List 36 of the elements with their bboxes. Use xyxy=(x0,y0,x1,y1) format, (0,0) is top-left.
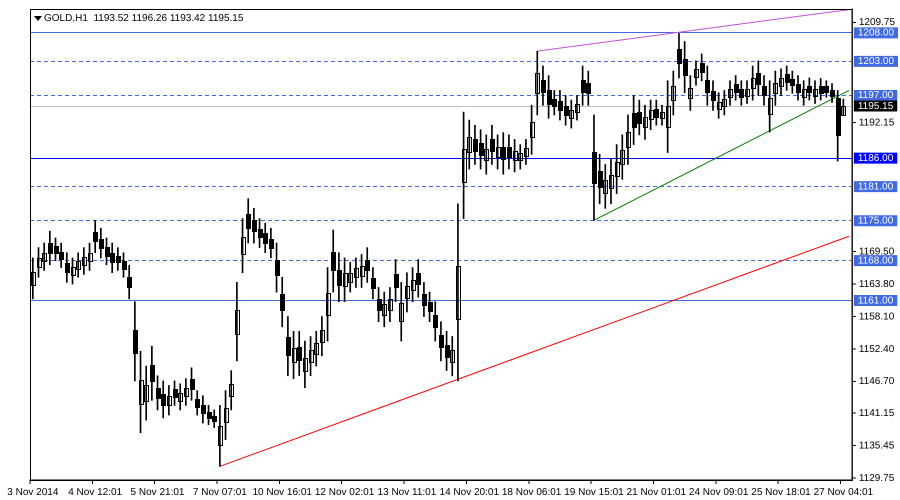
y-tick-label: 1169.50 xyxy=(858,246,895,258)
y-tick-label: 1129.75 xyxy=(858,472,895,484)
ref-line-label: 1161.00 xyxy=(858,295,894,306)
y-tick-label: 1135.45 xyxy=(858,440,895,452)
x-tick-label: 12 Nov 02:01 xyxy=(314,486,375,498)
x-tick-label: 10 Nov 16:01 xyxy=(252,486,312,498)
x-tick-label: 3 Nov 2014 xyxy=(7,486,59,498)
ref-line-label: 1181.00 xyxy=(858,181,894,192)
x-tick-label: 19 Nov 15:01 xyxy=(564,486,624,498)
y-tick-label: 1141.15 xyxy=(858,408,895,419)
ref-line-label: 1203.00 xyxy=(858,56,894,68)
y-tick-label: 1158.10 xyxy=(858,311,895,322)
ref-line-label: 1197.00 xyxy=(858,90,894,102)
x-tick-label: 27 Nov 04:01 xyxy=(814,486,874,498)
y-tick-label: 1163.80 xyxy=(858,278,895,290)
ref-line-label: 1175.00 xyxy=(858,216,894,227)
x-tick-label: 24 Nov 09:01 xyxy=(688,486,749,498)
x-tick-label: 14 Nov 20:01 xyxy=(440,486,500,498)
x-tick-label: 7 Nov 07:01 xyxy=(192,486,248,498)
y-tick-label: 1146.70 xyxy=(858,376,895,388)
ref-line-label: 1168.00 xyxy=(858,255,894,266)
x-tick-label: 4 Nov 12:01 xyxy=(68,486,123,498)
ref-line-label: 1195.15 xyxy=(858,100,894,112)
x-tick-label: 21 Nov 01:01 xyxy=(626,486,686,498)
y-tick-label: 1209.75 xyxy=(858,17,896,28)
chart-title: GOLD,H1 1193.52 1196.26 1193.42 1195.15 xyxy=(44,12,244,24)
candlestick xyxy=(626,114,631,165)
x-tick-label: 13 Nov 11:01 xyxy=(378,486,437,498)
y-tick-label: 1192.15 xyxy=(858,117,895,128)
x-tick-label: 25 Nov 18:01 xyxy=(751,486,812,498)
x-tick-label: 5 Nov 21:01 xyxy=(130,486,185,498)
ref-line-label: 1186.00 xyxy=(858,152,894,164)
x-tick-label: 18 Nov 06:01 xyxy=(502,486,562,498)
candlestick xyxy=(456,203,461,382)
ref-line-label: 1208.00 xyxy=(858,28,894,39)
y-tick-label: 1152.40 xyxy=(858,344,895,355)
